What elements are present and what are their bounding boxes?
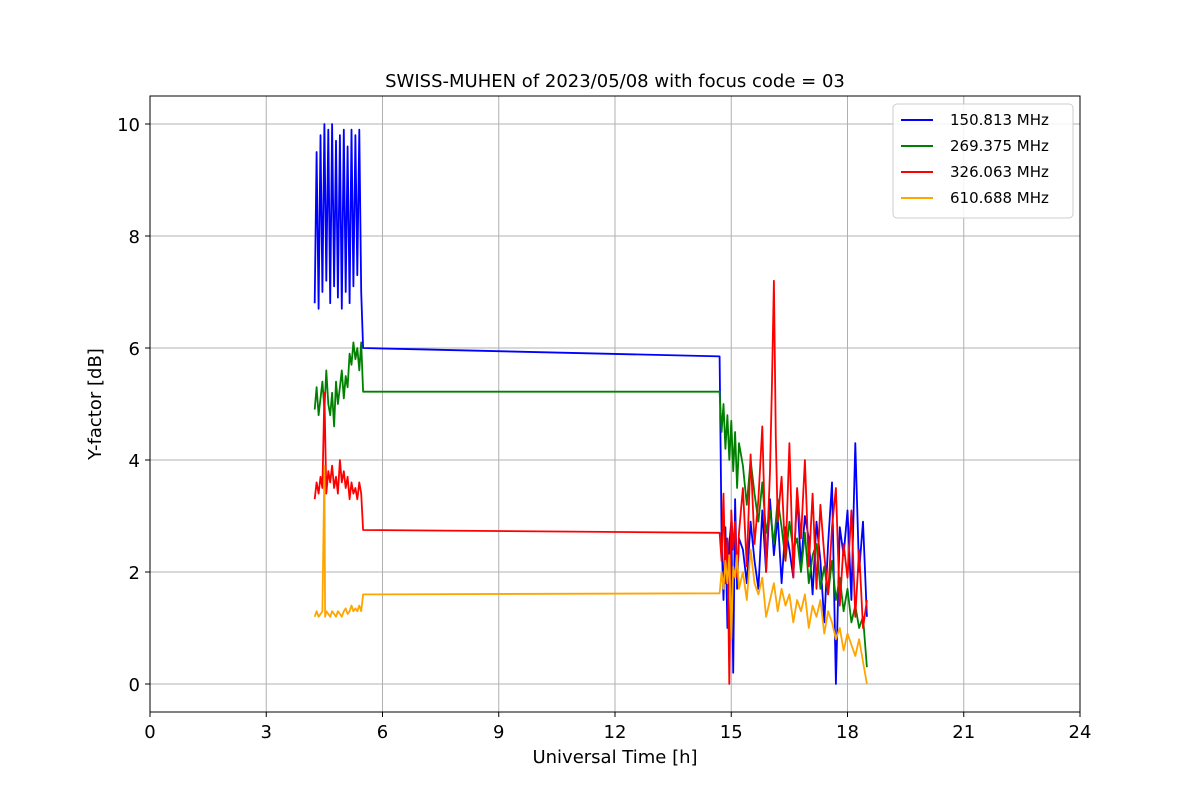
series-line-4 [313,464,868,685]
x-axis-label: Universal Time [h] [532,747,697,768]
x-tick-label: 12 [604,722,627,743]
y-tick-label: 2 [129,563,140,584]
series-line-2 [313,341,868,668]
legend-label: 150.813 MHz [950,111,1049,129]
x-tick-label: 6 [377,722,388,743]
y-axis-label: Y-factor [dB] [85,348,106,461]
y-tick-label: 0 [129,675,140,696]
series-lines [313,123,868,685]
x-tick-label: 3 [261,722,272,743]
chart-title: SWISS-MUHEN of 2023/05/08 with focus cod… [385,71,845,92]
y-tick-label: 4 [129,451,140,472]
y-tick-label: 6 [129,339,140,360]
x-tick-label: 24 [1069,722,1092,743]
y-tick-label: 8 [129,227,140,248]
legend-label: 326.063 MHz [950,163,1049,181]
series-line-3 [313,279,868,685]
x-tick-label: 9 [493,722,504,743]
x-tick-label: 0 [144,722,155,743]
y-tick-label: 10 [117,115,140,136]
x-tick-label: 15 [720,722,743,743]
legend: 150.813 MHz 269.375 MHz 326.063 MHz 610.688… [892,103,1074,219]
legend-label: 610.688 MHz [950,189,1049,207]
x-tick-label: 18 [836,722,859,743]
legend-box [892,103,1074,219]
x-tick-label: 21 [952,722,975,743]
legend-label: 269.375 MHz [950,137,1049,155]
